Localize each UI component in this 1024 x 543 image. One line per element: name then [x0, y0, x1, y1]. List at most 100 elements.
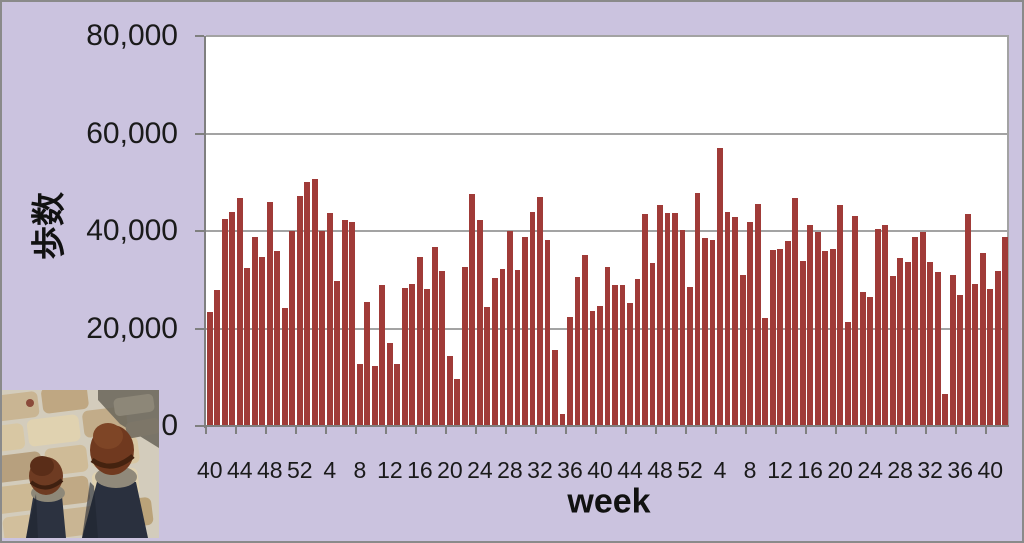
- bar: [461, 267, 468, 426]
- x-tick-mark: [805, 427, 808, 434]
- bar: [642, 213, 648, 426]
- bar: [987, 289, 994, 426]
- x-tick-mark: [205, 427, 207, 434]
- bar: [942, 394, 949, 426]
- x-tick-mark: [325, 427, 328, 434]
- bar: [597, 305, 603, 426]
- x-tick-mark: [535, 427, 538, 434]
- feet-photo-illustration: [2, 383, 161, 541]
- x-tick-mark: [655, 427, 658, 434]
- bar: [859, 292, 866, 426]
- bar: [522, 237, 528, 426]
- bar: [214, 290, 221, 426]
- bar: [927, 261, 934, 426]
- bar: [499, 269, 506, 426]
- bar: [657, 205, 663, 426]
- bar: [431, 247, 438, 426]
- bar: [747, 221, 753, 426]
- bar: [739, 275, 746, 426]
- bar: [672, 212, 678, 426]
- y-tick-label: 40,000: [86, 214, 178, 247]
- x-tick-label: 40: [196, 457, 223, 483]
- bar: [904, 262, 911, 426]
- x-tick-label: 52: [287, 457, 313, 483]
- x-tick-mark: [385, 427, 388, 434]
- bar: [386, 342, 393, 426]
- bar: [874, 228, 881, 426]
- bar: [844, 321, 851, 426]
- y-tick-mark: [195, 425, 204, 427]
- bar: [319, 231, 326, 426]
- bar: [567, 317, 573, 426]
- bar: [949, 275, 956, 426]
- x-tick-label: 4: [713, 457, 727, 483]
- bar: [574, 277, 581, 426]
- x-tick-label: 4: [323, 457, 337, 483]
- x-tick-label: 12: [377, 457, 403, 483]
- bar: [454, 379, 461, 426]
- bar: [259, 257, 266, 426]
- bar: [627, 302, 633, 426]
- x-tick-label: 16: [797, 457, 823, 483]
- bar: [356, 363, 363, 426]
- y-tick-label: 80,000: [86, 19, 178, 52]
- x-tick-mark: [715, 427, 718, 434]
- bar: [416, 256, 423, 426]
- x-tick-label: 32: [917, 457, 943, 483]
- bar: [837, 205, 844, 426]
- x-tick-label: 12: [767, 457, 793, 483]
- y-tick-label: 60,000: [86, 116, 178, 150]
- bar: [334, 281, 341, 426]
- x-tick-mark: [985, 427, 988, 434]
- y-tick-label: 0: [161, 409, 178, 442]
- x-tick-label: 48: [256, 457, 283, 483]
- x-tick-label: 8: [353, 457, 367, 483]
- bar: [979, 252, 986, 426]
- plot-area: [206, 35, 1009, 426]
- bar: [777, 248, 784, 426]
- x-tick-mark: [835, 427, 838, 434]
- x-tick-mark: [295, 427, 298, 434]
- y-tick-label: 20,000: [86, 311, 178, 345]
- bar: [912, 237, 919, 426]
- bar: [289, 231, 296, 426]
- bar: [229, 212, 236, 426]
- x-tick-mark: [925, 427, 928, 434]
- bar: [619, 285, 626, 426]
- x-tick-mark: [505, 427, 508, 434]
- x-tick-label: 44: [226, 457, 253, 483]
- x-tick-mark: [415, 427, 418, 434]
- bar: [814, 231, 821, 426]
- bar: [379, 285, 386, 426]
- x-tick-label: 36: [947, 457, 974, 483]
- bar: [401, 288, 408, 426]
- x-tick-mark: [775, 427, 778, 434]
- bar: [469, 194, 476, 426]
- bar: [446, 356, 453, 426]
- bar: [792, 197, 799, 426]
- gridline: [206, 132, 1009, 135]
- bar: [394, 363, 401, 426]
- bar: [604, 267, 611, 426]
- bar: [409, 284, 416, 426]
- bar: [702, 238, 708, 426]
- bar: [957, 295, 964, 426]
- bar: [799, 260, 806, 426]
- bar: [807, 225, 814, 426]
- x-tick-label: 28: [887, 457, 913, 483]
- x-axis-title: week: [567, 482, 651, 521]
- x-tick-mark: [685, 427, 688, 434]
- x-tick-label: 28: [497, 457, 523, 483]
- feet-photo: [2, 383, 161, 541]
- bar: [769, 249, 776, 426]
- x-tick-label: 40: [587, 457, 613, 483]
- bar: [304, 182, 311, 426]
- x-tick-mark: [595, 427, 598, 434]
- x-tick-mark: [895, 427, 898, 434]
- bar: [972, 284, 979, 426]
- x-tick-mark: [445, 427, 448, 434]
- bar: [964, 214, 971, 426]
- bar: [882, 225, 889, 426]
- bar: [897, 257, 904, 426]
- x-tick-label: 32: [527, 457, 553, 483]
